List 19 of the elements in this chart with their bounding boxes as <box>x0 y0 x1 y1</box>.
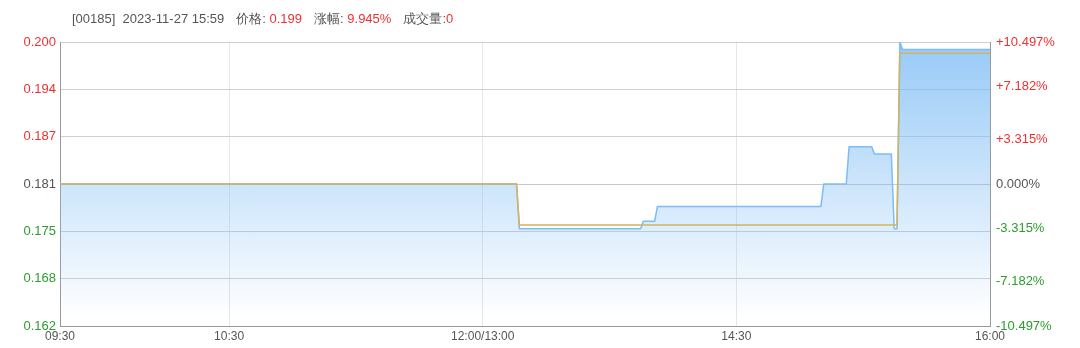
text: 成交量:0 <box>403 11 454 26</box>
y-tick-label: 0.200 <box>23 33 56 49</box>
text: 价格: 0.199 <box>236 11 303 26</box>
y2-tick-label: +7.182% <box>996 78 1049 94</box>
x-tick-label: 14:30 <box>721 328 752 343</box>
y2-tick-label: -3.315% <box>996 220 1045 236</box>
y-tick-label: 0.168 <box>23 270 56 286</box>
y2-tick-label: +3.315% <box>996 130 1049 146</box>
text: 涨幅: 9.945% <box>314 11 392 26</box>
y-tick-label: 0.194 <box>23 80 56 96</box>
y-tick-label: 0.181 <box>23 175 56 191</box>
x-tick-label: 10:30 <box>214 328 245 343</box>
x-tick-label: 12:00/13:00 <box>451 328 515 343</box>
y-tick-label: 0.175 <box>23 222 56 238</box>
y2-tick-label: -7.182% <box>996 272 1045 288</box>
y2-tick-label: 0.000% <box>996 175 1041 191</box>
chart-title: [00185] 2023-11-27 15:59 <box>72 11 225 26</box>
y-tick-label: 0.187 <box>23 128 56 144</box>
y2-tick-label: +10.497% <box>996 33 1056 49</box>
